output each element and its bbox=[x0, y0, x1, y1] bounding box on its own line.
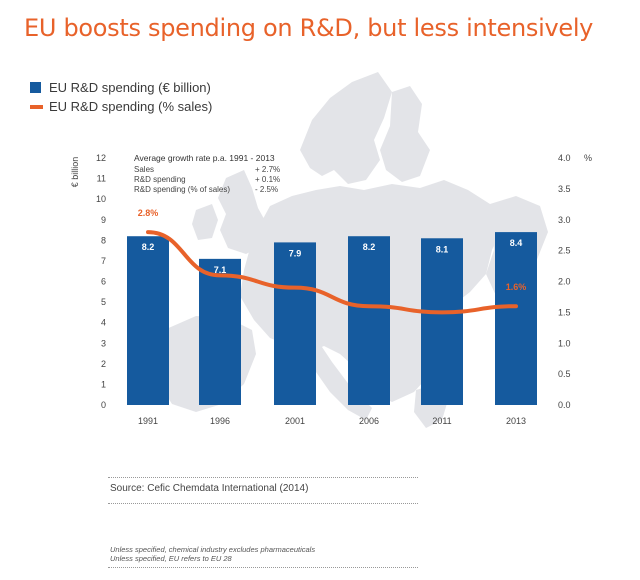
legend-bar-label: EU R&D spending (€ billion) bbox=[49, 80, 211, 95]
growth-rate-box: Average growth rate p.a. 1991 - 2013 Sal… bbox=[134, 153, 280, 194]
y-tick-label: 8 bbox=[101, 235, 106, 245]
footnote: Unless specified, chemical industry excl… bbox=[110, 545, 316, 554]
growth-row-value: + 2.7% bbox=[255, 165, 280, 174]
y2-axis-ticks: 0.0 0.5 1.0 1.5 2.0 2.5 3.0 3.5 4.0 bbox=[558, 153, 571, 410]
bar-data-label: 8.2 bbox=[363, 242, 376, 252]
map-finland-baltics bbox=[380, 86, 430, 182]
y-tick-label: 1 bbox=[101, 379, 106, 389]
bar bbox=[199, 258, 241, 405]
y2-tick-label: 1.0 bbox=[558, 338, 571, 348]
legend-line-label: EU R&D spending (% sales) bbox=[49, 99, 213, 114]
growth-box-heading: Average growth rate p.a. 1991 - 2013 bbox=[134, 153, 275, 163]
bar-series: 8.2 7.1 7.9 8.2 8.1 8.4 bbox=[127, 232, 537, 405]
line-path bbox=[146, 230, 518, 315]
y2-tick-label: 4.0 bbox=[558, 153, 571, 163]
bar-data-label: 8.1 bbox=[436, 244, 449, 254]
growth-row-label: Sales bbox=[134, 165, 154, 174]
line-data-label: 1.6% bbox=[506, 282, 527, 292]
y2-tick-label: 0.0 bbox=[558, 400, 571, 410]
y-tick-label: 3 bbox=[101, 338, 106, 348]
x-tick-label: 2006 bbox=[359, 416, 379, 426]
footnote: Unless specified, EU refers to EU 28 bbox=[110, 554, 232, 563]
y2-tick-label: 2.0 bbox=[558, 277, 571, 287]
growth-row-value: + 0.1% bbox=[255, 175, 280, 184]
y2-axis-label: % bbox=[584, 153, 592, 163]
growth-row-label: R&D spending (% of sales) bbox=[134, 185, 230, 194]
map-uk bbox=[218, 170, 268, 254]
y2-tick-label: 3.0 bbox=[558, 215, 571, 225]
y2-tick-label: 0.5 bbox=[558, 369, 571, 379]
divider-top bbox=[108, 477, 418, 478]
y-tick-label: 6 bbox=[101, 277, 106, 287]
bar-data-label: 7.1 bbox=[214, 265, 227, 275]
line-series: 2.8% 1.6% bbox=[138, 208, 527, 315]
map-scandinavia bbox=[300, 72, 392, 184]
y-tick-label: 4 bbox=[101, 318, 106, 328]
growth-row-label: R&D spending bbox=[134, 175, 186, 184]
y-tick-label: 7 bbox=[101, 256, 106, 266]
bar bbox=[348, 236, 390, 405]
y-tick-label: 10 bbox=[96, 194, 106, 204]
map-ireland bbox=[192, 204, 218, 240]
y2-tick-label: 1.5 bbox=[558, 307, 571, 317]
bar-data-label: 8.4 bbox=[510, 238, 523, 248]
x-tick-label: 2011 bbox=[432, 416, 451, 426]
x-tick-label: 1991 bbox=[138, 416, 158, 426]
bar bbox=[495, 232, 537, 405]
bar bbox=[421, 238, 463, 405]
divider-bottom bbox=[108, 567, 418, 568]
y-tick-label: 0 bbox=[101, 400, 106, 410]
legend-line-swatch bbox=[30, 104, 43, 109]
y2-tick-label: 2.5 bbox=[558, 246, 571, 256]
x-tick-label: 2013 bbox=[506, 416, 526, 426]
legend: EU R&D spending (€ billion) EU R&D spend… bbox=[30, 78, 212, 116]
x-axis-ticks: 1991 1996 2001 2006 2011 2013 bbox=[138, 416, 526, 426]
bar bbox=[127, 236, 169, 405]
y-axis-label: € billion bbox=[70, 157, 80, 188]
y-tick-label: 12 bbox=[96, 153, 106, 163]
x-tick-label: 1996 bbox=[210, 416, 230, 426]
y2-tick-label: 3.5 bbox=[558, 184, 571, 194]
line-data-label: 2.8% bbox=[138, 208, 159, 218]
x-tick-label: 2001 bbox=[285, 416, 305, 426]
y-tick-label: 11 bbox=[97, 174, 106, 184]
legend-item-line: EU R&D spending (% sales) bbox=[30, 97, 212, 116]
y-tick-label: 5 bbox=[101, 297, 106, 307]
chart-title: EU boosts spending on R&D, but less inte… bbox=[24, 14, 594, 42]
bar-data-label: 7.9 bbox=[289, 248, 302, 258]
growth-row-value: - 2.5% bbox=[255, 185, 278, 194]
y-tick-label: 9 bbox=[101, 215, 106, 225]
y-tick-label: 2 bbox=[101, 359, 106, 369]
bar bbox=[274, 242, 316, 405]
divider-middle bbox=[108, 503, 418, 504]
bar-data-label: 8.2 bbox=[142, 242, 155, 252]
legend-bar-swatch bbox=[30, 82, 41, 93]
legend-item-bars: EU R&D spending (€ billion) bbox=[30, 78, 212, 97]
source-note: Source: Cefic Chemdata International (20… bbox=[110, 483, 309, 494]
